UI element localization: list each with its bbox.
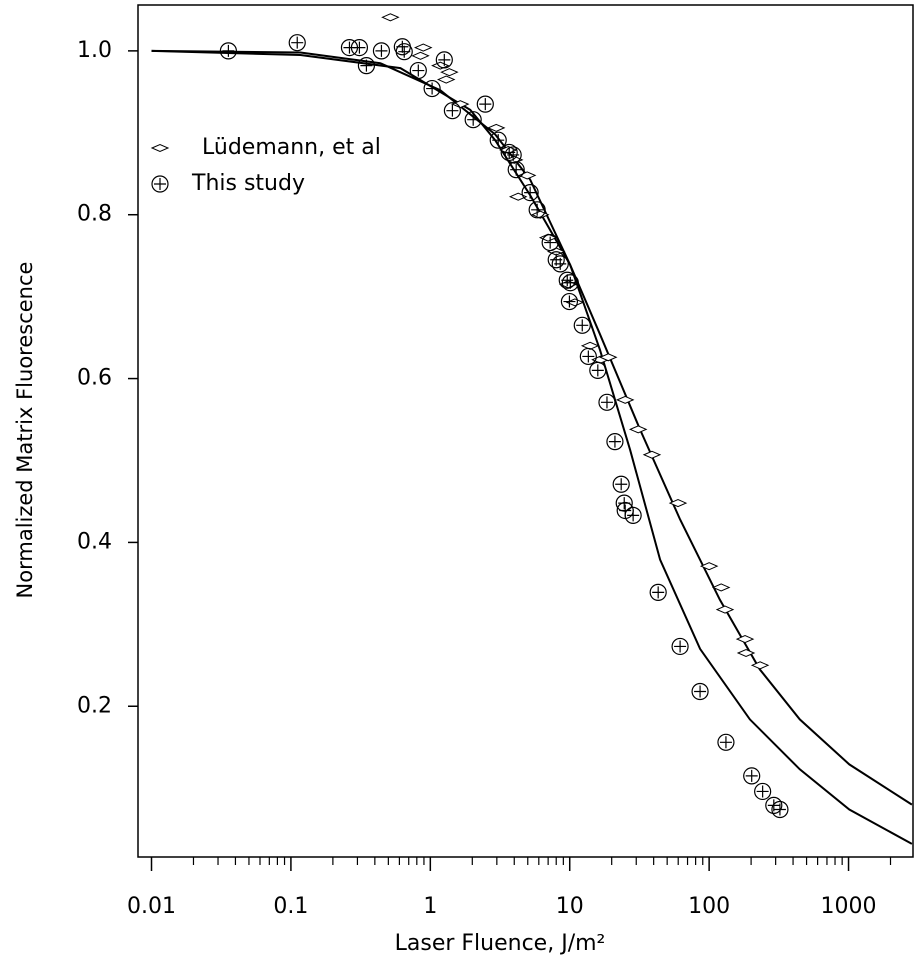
x-axis-label: Laser Fluence, J/m² [395, 931, 606, 956]
circle-plus-marker [649, 583, 667, 601]
circle-plus-marker [589, 361, 607, 379]
legend-label: Lüdemann, et al [202, 135, 381, 160]
x-tick-label: 1 [423, 894, 437, 919]
circle-plus-marker [541, 234, 559, 252]
circle-plus-marker [573, 316, 591, 334]
circle-plus-marker [476, 95, 494, 113]
diamond-marker [411, 51, 430, 60]
circle-plus-marker [395, 43, 413, 61]
diamond-marker [486, 123, 506, 132]
circle-plus-marker [624, 506, 642, 524]
diamond-marker [735, 635, 755, 644]
circle-plus-marker [504, 146, 522, 164]
x-tick-label: 1000 [821, 894, 877, 919]
circle-plus-marker [357, 57, 376, 75]
circle-plus-marker [423, 80, 441, 98]
diamond-marker [440, 68, 459, 77]
circle-plus-marker [219, 42, 237, 60]
circle-plus-marker [151, 175, 169, 193]
diamond-marker [668, 499, 688, 508]
circle-plus-marker [579, 347, 597, 365]
y-tick-label: 1.0 [77, 38, 112, 63]
circle-plus-marker [561, 274, 579, 292]
diamond-marker [711, 583, 731, 592]
diamond-marker [451, 100, 470, 109]
circle-plus-marker [671, 637, 689, 655]
x-tick-label: 0.1 [273, 894, 308, 919]
diamond-marker [642, 450, 662, 459]
legend-label: This study [191, 171, 305, 196]
circle-plus-marker [612, 475, 630, 493]
circle-plus-marker [507, 161, 525, 179]
circle-plus-marker [372, 42, 391, 60]
fit-line [151, 49, 913, 806]
x-tick-label: 0.01 [127, 894, 176, 919]
circle-plus-marker [489, 131, 507, 149]
y-axis-label: Normalized Matrix Fluorescence [13, 262, 37, 599]
fit-line [151, 49, 913, 845]
diamond-marker [615, 395, 635, 404]
circle-plus-marker [598, 393, 616, 411]
circle-plus-marker [754, 782, 772, 800]
diamond-marker [628, 425, 648, 434]
diamond-marker [414, 43, 433, 52]
circle-plus-marker [743, 767, 761, 785]
circle-plus-marker [443, 102, 461, 120]
y-tick-label: 0.4 [77, 529, 112, 554]
circle-plus-marker [691, 682, 709, 701]
circle-plus-marker [606, 433, 624, 451]
circle-plus-marker [547, 251, 565, 269]
y-tick-label: 0.8 [77, 202, 112, 227]
circle-plus-marker [409, 62, 427, 80]
circle-plus-marker [350, 39, 369, 57]
diamond-marker [150, 143, 170, 153]
circle-plus-marker [528, 201, 546, 219]
plot-frame [137, 4, 914, 858]
circle-plus-marker [551, 255, 569, 273]
circle-plus-marker [771, 800, 789, 819]
diamond-marker [436, 75, 456, 84]
circle-plus-marker [288, 34, 306, 52]
y-tick-label: 0.6 [77, 366, 112, 391]
diamond-marker [736, 648, 756, 658]
circle-plus-marker [765, 796, 783, 814]
diamond-marker [599, 353, 618, 362]
diamond-marker [565, 298, 585, 307]
circle-plus-marker [521, 184, 539, 202]
diamond-marker [381, 13, 400, 22]
circle-plus-marker [717, 733, 735, 751]
circle-plus-marker [464, 111, 482, 129]
diamond-marker [750, 661, 770, 670]
diamond-marker [715, 605, 735, 614]
y-tick-label: 0.2 [77, 693, 112, 718]
x-tick-label: 100 [688, 894, 730, 919]
diamond-marker [508, 192, 528, 201]
x-tick-label: 10 [556, 894, 584, 919]
circle-plus-marker [560, 293, 579, 311]
diamond-marker [699, 562, 719, 571]
circle-plus-marker [435, 51, 453, 69]
